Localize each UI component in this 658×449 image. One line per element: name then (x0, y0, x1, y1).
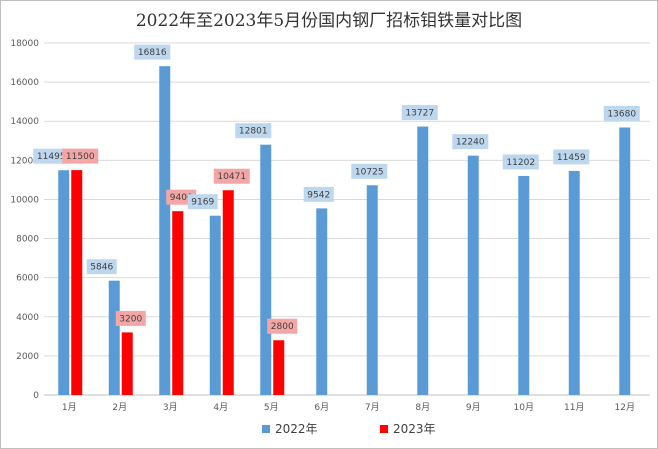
data-label-2023: 2800 (271, 322, 294, 332)
bar-2022 (366, 185, 378, 395)
y-tick-label: 6000 (16, 274, 39, 284)
data-label-2023-bg (115, 310, 146, 326)
legend-swatch (380, 425, 388, 433)
data-label-2022-bg (401, 105, 438, 121)
axes: 0 2000 4000 6000 8000 10000 12000 14000 16000 180… (10, 39, 650, 413)
data-label-2022-bg (603, 105, 640, 121)
data-label-2022-bg (502, 154, 539, 170)
bar-2022 (518, 175, 530, 395)
bar-2023 (222, 190, 234, 395)
x-tick-label: 2月 (112, 402, 127, 413)
y-tick-label: 10000 (10, 195, 39, 205)
x-tick-label: 7月 (365, 402, 380, 413)
x-tick-label: 8月 (415, 402, 430, 413)
gridlines (44, 42, 650, 396)
data-label-2023: 10471 (217, 172, 246, 182)
x-tick-label: 1月 (62, 402, 77, 413)
x-tick-label: 4月 (213, 402, 228, 413)
data-label-2022: 10725 (355, 167, 384, 177)
data-label-2022: 11459 (557, 153, 586, 163)
y-tick-label: 18000 (10, 39, 39, 49)
data-label-2022: 13727 (405, 109, 434, 119)
x-tick-label: 6月 (314, 402, 329, 413)
y-tick-label: 12000 (10, 156, 39, 166)
data-label-2022-bg (134, 44, 171, 60)
y-tick-label: 2000 (16, 352, 39, 362)
data-label-2022: 5846 (90, 263, 113, 273)
data-label-2022: 12240 (456, 138, 485, 148)
bar-2022 (619, 127, 631, 395)
data-label-2022-bg (303, 186, 334, 202)
bar-2022 (417, 126, 429, 396)
bars (58, 66, 631, 396)
data-label-2022: 11495 (37, 152, 66, 162)
data-label-2023-bg (267, 318, 298, 334)
data-label-2022: 16816 (138, 48, 167, 58)
bar-2023 (172, 211, 184, 395)
legend-label: 2023年 (393, 422, 436, 436)
y-tick-label: 16000 (10, 78, 39, 88)
data-label-2022-bg (553, 149, 590, 165)
data-label-2022: 13680 (607, 109, 636, 119)
x-tick-label: 12月 (615, 402, 635, 413)
bar-2022 (159, 66, 171, 395)
legend-label: 2022年 (275, 422, 318, 436)
legend-swatch (262, 425, 270, 433)
bar-2022 (260, 144, 272, 395)
bar-2022 (108, 280, 120, 395)
x-tick-label: 3月 (163, 402, 178, 413)
data-label-2022-bg (235, 123, 272, 139)
data-label-2022: 9542 (307, 190, 330, 200)
data-label-2023: 3200 (119, 314, 142, 324)
bar-2023 (273, 340, 285, 395)
x-tick-label: 10月 (514, 402, 534, 413)
bar-2023 (71, 170, 83, 395)
x-tick-label: 5月 (264, 402, 279, 413)
data-label-2023-bg (213, 168, 250, 184)
x-tick-label: 9月 (466, 402, 481, 413)
bar-2022 (209, 215, 221, 395)
y-tick-label: 0 (33, 391, 39, 401)
y-tick-label: 4000 (16, 313, 39, 323)
data-label-2022-bg (351, 163, 388, 179)
data-label-2022-bg (452, 134, 489, 150)
data-label-2022: 11202 (506, 158, 535, 168)
y-tick-label: 8000 (16, 235, 39, 245)
legend: 2022年 2023年 (262, 422, 436, 436)
data-label-2022-bg (187, 194, 218, 210)
data-label-2022-bg (86, 259, 117, 275)
data-label-2023: 9400 (170, 193, 193, 203)
bar-2022 (316, 208, 328, 395)
data-label-2022: 9169 (191, 198, 214, 208)
data-label-2023: 11500 (66, 152, 95, 162)
y-tick-label: 14000 (10, 117, 39, 127)
data-label-2023-bg (62, 148, 99, 164)
data-label-2022-bg (33, 148, 70, 164)
bar-2022 (467, 155, 479, 395)
bar-2022 (58, 170, 70, 395)
bar-2022 (568, 170, 580, 395)
bar-2023 (121, 332, 133, 395)
chart-title: 2022年至2023年5月份国内钢厂招标钼铁量对比图 (135, 11, 523, 31)
x-tick-label: 11月 (564, 402, 584, 413)
data-label-2022: 12801 (239, 127, 268, 137)
